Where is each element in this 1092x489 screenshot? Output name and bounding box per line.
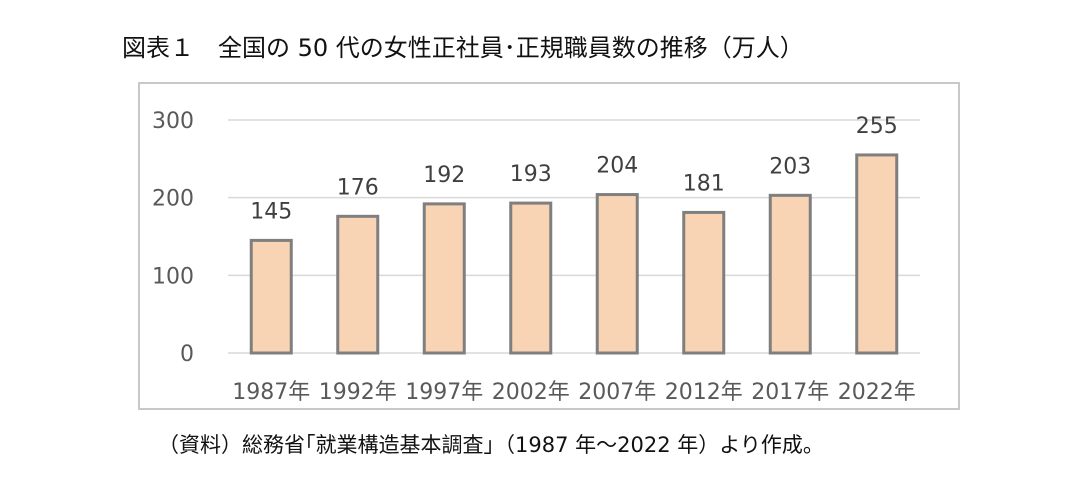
data-label: 203 xyxy=(769,154,811,179)
chart-title: 図表１ 全国の 50 代の女性正社員･正規職員数の推移（万人） xyxy=(122,34,804,62)
data-label: 145 xyxy=(250,199,292,224)
data-label: 204 xyxy=(596,154,638,179)
data-label: 255 xyxy=(856,114,898,139)
x-tick-label: 2012年 xyxy=(665,380,743,405)
chart-frame xyxy=(138,82,960,410)
x-tick-label: 2002年 xyxy=(492,380,570,405)
data-label: 193 xyxy=(510,162,552,187)
x-axis-ticks: 1987年 1992年 1997年 2002年 2007年 2012年 2017年 2022年 xyxy=(232,380,916,405)
y-tick-label: 0 xyxy=(180,342,194,367)
x-tick-label: 2022年 xyxy=(838,380,916,405)
bar xyxy=(595,193,639,355)
source-note: （資料）総務省｢就業構造基本調査｣（1987 年～2022 年）より作成。 xyxy=(158,433,824,457)
bar xyxy=(336,214,380,355)
x-tick-label: 1997年 xyxy=(405,380,483,405)
bar xyxy=(509,201,553,355)
bar xyxy=(682,210,726,355)
x-tick-label: 1987年 xyxy=(232,380,310,405)
data-label: 192 xyxy=(423,163,465,188)
x-tick-label: 2007年 xyxy=(578,380,656,405)
bar xyxy=(249,238,293,355)
data-labels: 145 176 192 193 204 181 203 255 xyxy=(250,114,898,224)
bar xyxy=(422,202,466,355)
y-axis-ticks: 0 100 200 300 xyxy=(152,109,194,367)
gridlines xyxy=(228,119,920,354)
data-label: 176 xyxy=(337,175,379,200)
x-tick-label: 1992年 xyxy=(319,380,397,405)
bar xyxy=(855,153,899,355)
data-label: 181 xyxy=(683,171,725,196)
x-tick-label: 2017年 xyxy=(751,380,829,405)
bars xyxy=(249,153,899,355)
y-tick-label: 100 xyxy=(152,264,194,289)
bar xyxy=(768,193,812,355)
y-tick-label: 200 xyxy=(152,187,194,212)
y-tick-label: 300 xyxy=(152,109,194,134)
